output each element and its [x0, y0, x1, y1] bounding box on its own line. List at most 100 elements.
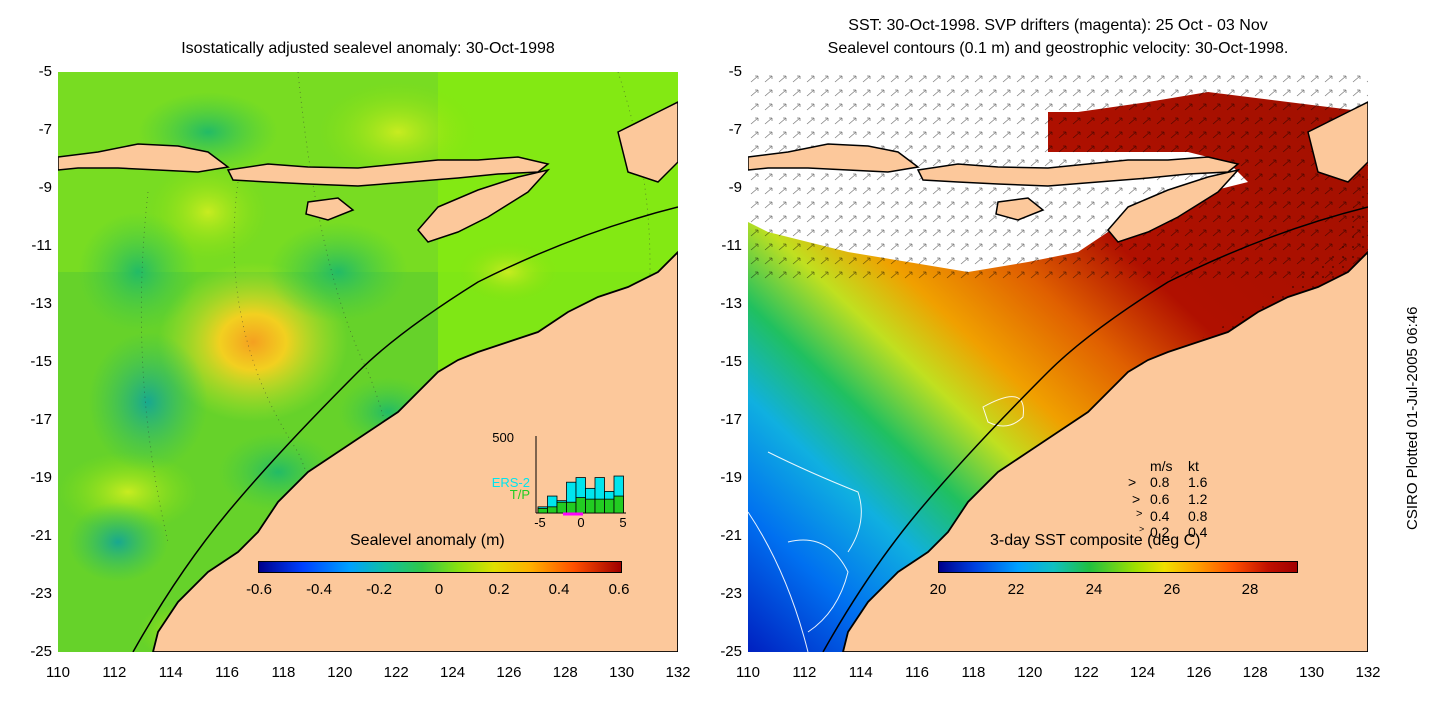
velocity-legend-arrow: >	[1132, 491, 1141, 507]
left-map-lat-tick: -15	[30, 353, 52, 370]
right-map-lat-tick: -5	[728, 63, 742, 80]
plot-timestamp: CSIRO Plotted 01-Jul-2005 06:46	[1404, 306, 1421, 530]
sealevel-tick: 0	[434, 581, 444, 598]
velocity-legend-ms: 0.6	[1150, 491, 1170, 507]
sst-tick: 26	[1163, 581, 1181, 598]
left-map-lon-tick: 122	[383, 664, 409, 681]
tp-bar	[566, 501, 577, 514]
right-map-lat-tick: -7	[728, 121, 742, 138]
sst-colorbar-label: 3-day SST composite (deg C)	[990, 532, 1201, 549]
left-map-lon-tick: 132	[665, 664, 691, 681]
velocity-legend-kt: 0.4	[1188, 524, 1208, 540]
right-map-lat-tick: -9	[728, 179, 742, 196]
left-map-lat-tick: -9	[38, 179, 52, 196]
left-map-lon-tick: 120	[327, 664, 353, 681]
java-island	[58, 143, 230, 173]
right-map-lon-tick: 124	[1130, 664, 1156, 681]
left-map-lat-tick: -7	[38, 121, 52, 138]
tp-bar	[604, 498, 615, 514]
right-map-lon-tick: 126	[1186, 664, 1212, 681]
tp-bar	[537, 507, 548, 514]
right-map-lat-tick: -21	[720, 527, 742, 544]
tp-bar	[575, 497, 586, 514]
sealevel-tick: 0.2	[488, 581, 510, 598]
left-map-lon-tick: 126	[496, 664, 522, 681]
right-map-title-line1: SST: 30-Oct-1998. SVP drifters (magenta)…	[848, 17, 1268, 34]
left-map-lon-tick: 116	[215, 664, 240, 681]
velocity-legend-ms: 0.2	[1150, 524, 1170, 540]
sealevel-tick: -0.4	[306, 581, 332, 598]
australia-landmass	[152, 250, 678, 652]
right-map-lat-tick: -13	[720, 295, 742, 312]
tp-bar	[556, 501, 567, 514]
left-map-lon-tick: 110	[46, 664, 70, 681]
histogram-xtick-right: 5	[619, 515, 626, 530]
left-map-lat-tick: -25	[30, 643, 52, 660]
sealevel-colorbar-label: Sealevel anomaly (m)	[350, 532, 505, 549]
histogram-xtick-left: -5	[534, 515, 546, 530]
velocity-legend-arrow: >	[1139, 524, 1145, 534]
right-map-lon-tick: 130	[1299, 664, 1325, 681]
sumba-island	[305, 197, 355, 221]
left-map-lat-tick: -11	[31, 237, 52, 254]
right-map-lat-tick: -11	[721, 237, 742, 254]
left-map-lon-tick: 128	[552, 664, 578, 681]
right-map-lat-tick: -19	[720, 469, 742, 486]
sst-tick: 24	[1085, 581, 1103, 598]
left-map-lon-tick: 124	[440, 664, 466, 681]
sealevel-anomaly-map	[58, 72, 678, 652]
timor-island	[417, 168, 551, 243]
right-map-lon-tick: 132	[1355, 664, 1381, 681]
velocity-legend-arrow: >	[1136, 508, 1143, 520]
ers2-series-label: ERS-2	[492, 475, 530, 490]
sst-tick: 28	[1241, 581, 1259, 598]
tp-bar	[594, 498, 605, 514]
tp-bar	[613, 495, 624, 514]
left-map-lon-tick: 112	[102, 664, 127, 681]
right-map-lat-tick: -23	[720, 585, 742, 602]
velocity-legend-arrow: >	[1128, 474, 1137, 490]
velocity-legend-header-kt: kt	[1188, 458, 1199, 474]
velocity-legend-kt: 1.2	[1188, 491, 1208, 507]
left-map-lat-tick: -13	[30, 295, 52, 312]
velocity-legend-ms: 0.4	[1150, 508, 1170, 524]
sealevel-tick: 0.6	[608, 581, 630, 598]
velocity-legend-kt: 0.8	[1188, 508, 1208, 524]
histogram-ymax-label: 500	[492, 430, 514, 445]
sealevel-colorbar	[258, 561, 622, 573]
left-map-lon-tick: 130	[609, 664, 635, 681]
left-map-lat-tick: -5	[38, 63, 52, 80]
sealevel-tick: -0.6	[246, 581, 272, 598]
velocity-legend-kt: 1.6	[1188, 474, 1208, 490]
left-map-lat-tick: -19	[30, 469, 52, 486]
left-map-lon-tick: 114	[158, 664, 183, 681]
histogram-xtick-mid: 0	[577, 515, 584, 530]
right-map-lon-tick: 128	[1242, 664, 1268, 681]
sst-colorbar	[938, 561, 1298, 573]
right-map-lon-tick: 116	[905, 664, 930, 681]
sealevel-tick: -0.2	[366, 581, 392, 598]
lesser-sunda-islands	[226, 156, 550, 187]
sealevel-tick: 0.4	[548, 581, 570, 598]
right-map-lat-tick: -25	[720, 643, 742, 660]
left-map-lon-tick: 118	[271, 664, 296, 681]
right-map-title-line2: Sealevel contours (0.1 m) and geostrophi…	[827, 40, 1289, 57]
right-map-lon-tick: 118	[961, 664, 986, 681]
right-map-lon-tick: 112	[792, 664, 817, 681]
velocity-legend-header-ms: m/s	[1150, 458, 1173, 474]
right-map-lat-tick: -17	[720, 411, 742, 428]
left-map-title: Isostatically adjusted sealevel anomaly:…	[181, 40, 555, 57]
velocity-legend-ms: 0.8	[1150, 474, 1170, 490]
tp-bar	[585, 498, 596, 514]
left-map-lat-tick: -17	[30, 411, 52, 428]
left-map-lat-tick: -21	[30, 527, 52, 544]
altimeter-track-histogram: 500 ERS-2 T/P -5 0 5	[492, 430, 627, 530]
sst-tick: 20	[929, 581, 947, 598]
left-map-lat-tick: -23	[30, 585, 52, 602]
right-map-lon-tick: 110	[736, 664, 760, 681]
right-map-lon-tick: 114	[848, 664, 873, 681]
right-map-lon-tick: 122	[1073, 664, 1099, 681]
sst-map	[748, 72, 1368, 652]
tp-series-label: T/P	[510, 487, 530, 502]
right-map-lon-tick: 120	[1017, 664, 1043, 681]
